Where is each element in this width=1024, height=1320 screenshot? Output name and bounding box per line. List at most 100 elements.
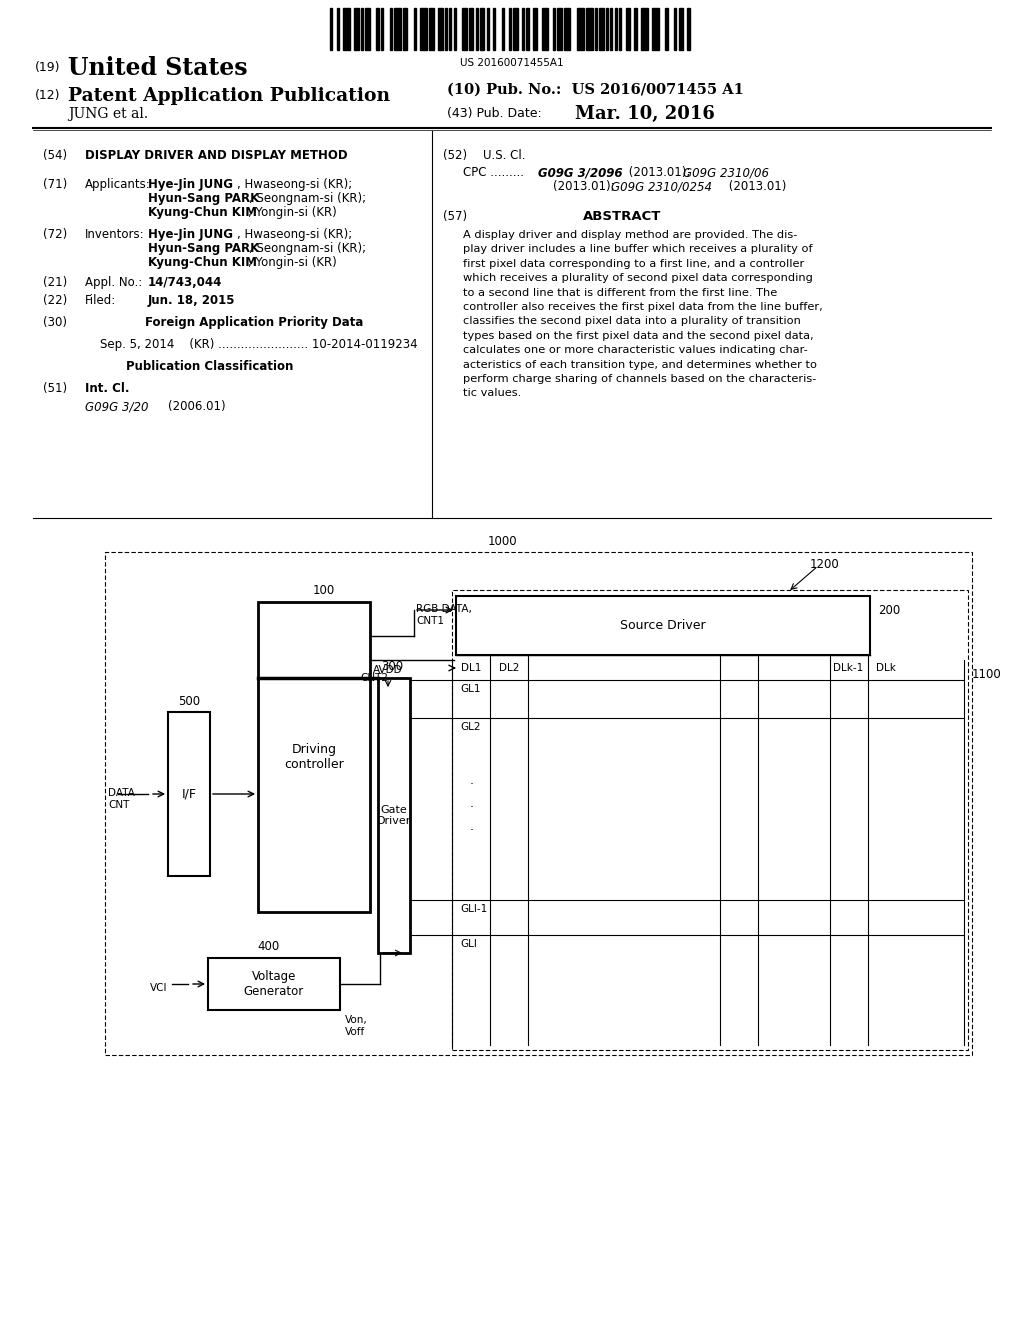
Text: RGB DATA,: RGB DATA,	[416, 605, 472, 614]
Text: (22): (22)	[43, 294, 68, 308]
Text: (30): (30)	[43, 315, 67, 329]
Bar	[532, 8, 538, 50]
Bar	[208, 958, 340, 1010]
Text: (52): (52)	[443, 149, 467, 162]
Text: JUNG et al.: JUNG et al.	[68, 107, 148, 121]
Bar	[557, 8, 561, 50]
Bar	[480, 8, 484, 50]
Text: (51): (51)	[43, 381, 68, 395]
Text: GLl-1: GLl-1	[460, 904, 487, 913]
Text: CNT2: CNT2	[360, 673, 388, 682]
Bar	[469, 8, 473, 50]
Bar	[377, 8, 379, 50]
Text: DL2: DL2	[499, 663, 519, 673]
Bar	[456, 597, 870, 655]
Bar	[652, 8, 658, 50]
Text: (57): (57)	[443, 210, 467, 223]
Text: , Yongin-si (KR): , Yongin-si (KR)	[248, 256, 337, 269]
Bar	[475, 8, 478, 50]
Text: DISPLAY DRIVER AND DISPLAY METHOD: DISPLAY DRIVER AND DISPLAY METHOD	[85, 149, 347, 162]
Text: 400: 400	[257, 940, 280, 953]
Bar	[599, 8, 603, 50]
Bar	[564, 8, 570, 50]
Text: DLk-1: DLk-1	[833, 663, 863, 673]
Bar	[337, 8, 339, 50]
Text: Filed:: Filed:	[85, 294, 117, 308]
Text: CNT1: CNT1	[416, 616, 444, 626]
Bar	[389, 8, 392, 50]
Text: G09G 3/2096: G09G 3/2096	[538, 166, 623, 180]
Text: 500: 500	[178, 696, 200, 708]
Text: A display driver and display method are provided. The dis-
play driver includes : A display driver and display method are …	[463, 230, 822, 399]
Bar	[635, 8, 637, 50]
Text: Von,: Von,	[345, 1015, 368, 1026]
Text: G09G 2310/0254: G09G 2310/0254	[611, 180, 712, 193]
Text: Jun. 18, 2015: Jun. 18, 2015	[148, 294, 236, 308]
Text: CPC .........: CPC .........	[463, 166, 524, 180]
Text: Foreign Application Priority Data: Foreign Application Priority Data	[145, 315, 364, 329]
Text: 14/743,044: 14/743,044	[148, 276, 222, 289]
Bar	[674, 8, 676, 50]
Bar	[414, 8, 416, 50]
Text: Kyung-Chun KIM: Kyung-Chun KIM	[148, 206, 257, 219]
Text: (2013.01);: (2013.01);	[553, 180, 618, 193]
Bar	[626, 8, 630, 50]
Text: Voff: Voff	[345, 1027, 366, 1038]
Text: Voltage
Generator: Voltage Generator	[244, 970, 304, 998]
Text: 100: 100	[313, 583, 335, 597]
Bar	[421, 8, 427, 50]
Bar	[463, 8, 467, 50]
Text: Hye-Jin JUNG: Hye-Jin JUNG	[148, 228, 233, 242]
Text: Sep. 5, 2014    (KR) ........................ 10-2014-0119234: Sep. 5, 2014 (KR) ......................…	[100, 338, 418, 351]
Text: Hyun-Sang PARK: Hyun-Sang PARK	[148, 191, 259, 205]
Bar	[586, 8, 593, 50]
Text: DL1: DL1	[461, 663, 481, 673]
Text: , Seongnam-si (KR);: , Seongnam-si (KR);	[249, 191, 367, 205]
Bar	[486, 8, 488, 50]
Bar	[578, 8, 584, 50]
Text: (72): (72)	[43, 228, 68, 242]
Text: DLk: DLk	[877, 663, 896, 673]
Bar	[429, 8, 434, 50]
Bar	[402, 8, 408, 50]
Text: Source Driver: Source Driver	[621, 619, 706, 632]
Bar	[378, 678, 410, 953]
Text: (2006.01): (2006.01)	[168, 400, 225, 413]
Text: VCI: VCI	[150, 983, 168, 993]
Bar	[679, 8, 683, 50]
Bar	[450, 8, 452, 50]
Text: (43) Pub. Date:: (43) Pub. Date:	[447, 107, 542, 120]
Text: ABSTRACT: ABSTRACT	[583, 210, 662, 223]
Bar	[168, 711, 210, 876]
Text: I/F: I/F	[181, 788, 197, 800]
Bar	[542, 8, 549, 50]
Bar	[452, 590, 968, 1049]
Bar	[366, 8, 370, 50]
Text: U.S. Cl.: U.S. Cl.	[483, 149, 525, 162]
Text: Driving
controller: Driving controller	[284, 743, 344, 771]
Bar	[343, 8, 350, 50]
Text: (19): (19)	[35, 62, 60, 74]
Text: Inventors:: Inventors:	[85, 228, 144, 242]
Text: AVDD: AVDD	[373, 665, 402, 675]
Bar	[666, 8, 668, 50]
Text: (10) Pub. No.:  US 2016/0071455 A1: (10) Pub. No.: US 2016/0071455 A1	[447, 83, 743, 96]
Text: CNT: CNT	[108, 800, 129, 810]
Bar	[360, 8, 364, 50]
Text: 300: 300	[381, 660, 403, 673]
Bar	[394, 8, 400, 50]
Text: United States: United States	[68, 55, 248, 81]
Text: Mar. 10, 2016: Mar. 10, 2016	[575, 106, 715, 123]
Text: G09G 3/20: G09G 3/20	[85, 400, 148, 413]
Text: ·
·
·: · · ·	[470, 779, 474, 837]
Bar	[610, 8, 612, 50]
Bar	[522, 8, 524, 50]
Text: DATA: DATA	[108, 788, 135, 799]
Text: , Hwaseong-si (KR);: , Hwaseong-si (KR);	[237, 228, 352, 242]
Text: Hye-Jin JUNG: Hye-Jin JUNG	[148, 178, 233, 191]
Bar	[606, 8, 608, 50]
Bar	[494, 8, 496, 50]
Bar	[687, 8, 689, 50]
Text: Hyun-Sang PARK: Hyun-Sang PARK	[148, 242, 259, 255]
Text: 1000: 1000	[487, 535, 517, 548]
